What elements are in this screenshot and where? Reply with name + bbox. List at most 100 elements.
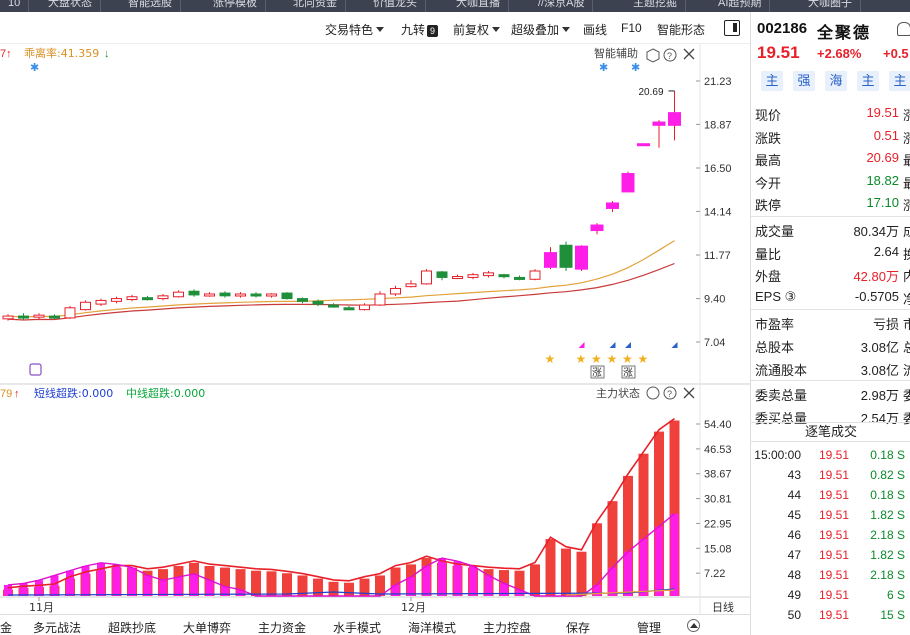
period-label: 日线	[712, 600, 734, 614]
volume-bar	[235, 569, 246, 596]
quote-row: 今开 18.82最	[751, 170, 910, 192]
indicator-tab[interactable]: 保存	[566, 621, 591, 635]
overlay-menu[interactable]: 超级叠加	[511, 21, 571, 38]
y-tick-label: 16.50	[704, 163, 732, 175]
jiuzhuan-toggle[interactable]: 九转 9	[401, 21, 439, 38]
indicator-tab[interactable]: 管理	[637, 621, 662, 635]
panel-toggle-icon[interactable]	[724, 20, 740, 36]
quote-value: 3.08亿	[860, 362, 899, 378]
quote-value: 20.69	[866, 150, 899, 166]
top-tab[interactable]: 北向资金	[285, 0, 346, 12]
indicator-tab[interactable]: 主力控盘	[483, 621, 532, 635]
indicator-tab[interactable]: 主力资金	[258, 621, 307, 635]
top-tab[interactable]: 大咖直播	[448, 0, 509, 12]
tick-time: 15:00:00	[754, 448, 801, 462]
top-tab[interactable]: 大咖圈子	[800, 0, 861, 12]
kline-chart[interactable]: 21.23 18.87 16.50 14.14 11.77 9.40 7.04 54.40 46…	[0, 44, 750, 614]
candle-body	[64, 307, 76, 319]
candle-body	[390, 287, 401, 295]
change-percent: +2.68%	[817, 46, 862, 61]
signal-flag-icon	[625, 342, 631, 348]
draw-line-button[interactable]: 画线	[583, 23, 608, 37]
quote-row: 成交量 80.34万成	[751, 218, 910, 240]
alert-bell-icon[interactable]	[897, 22, 910, 36]
top-tab[interactable]: 主题挖掘	[625, 0, 686, 12]
snowflake-icon: ✱	[599, 62, 608, 74]
high-price-label: 20.69	[639, 87, 664, 98]
signal-flag-icon	[609, 342, 616, 348]
candle-body	[235, 293, 246, 297]
candle-body	[668, 112, 681, 126]
volume-tick-label: 46.53	[704, 444, 732, 456]
adjust-price-menu[interactable]: 前复权	[453, 21, 501, 38]
x-tick-label: 11月	[29, 601, 54, 614]
volume-tick-label: 7.22	[704, 568, 725, 580]
f10-button[interactable]: F10	[621, 21, 642, 35]
indicator-tab[interactable]: 大单博弈	[183, 621, 232, 635]
smart-pattern-button[interactable]: 智能形态	[657, 23, 706, 37]
indicator-tab-bar: 金 多元战法 超跌抄底 大单博弈 主力资金 水手模式 海洋模式 主力控盘 保存 管理	[0, 614, 750, 635]
quote-extra-label: 净	[903, 289, 910, 308]
tick-time: 48	[787, 568, 801, 582]
volume-bar	[251, 570, 261, 596]
quote-row: 现价 19.51 涨	[751, 102, 910, 124]
indicator-tab[interactable]: 超跌抄底	[108, 621, 157, 635]
top-tab[interactable]: 大盘状态	[40, 0, 101, 12]
candle-body	[575, 245, 588, 270]
x-tick-label: 12月	[401, 601, 426, 614]
quote-value: 3.08亿	[860, 340, 899, 355]
quote-extra-label: 流	[903, 360, 910, 379]
main-force-bar	[453, 561, 462, 596]
trading-feature-menu[interactable]: 交易特色	[325, 21, 385, 38]
top-tab[interactable]: 10	[0, 0, 30, 12]
stock-tag[interactable]: 海	[825, 71, 847, 91]
short-oversold-label: 短线超跌:0.000	[34, 386, 113, 400]
quote-extra-label: 涨	[903, 105, 910, 124]
stock-name: 全聚德	[817, 25, 872, 42]
indicator-tab[interactable]: 水手模式	[333, 621, 382, 635]
help-glyph: ?	[667, 51, 672, 61]
main-force-bar	[143, 575, 152, 596]
main-force-bar	[4, 584, 12, 596]
chevron-up-icon[interactable]	[687, 619, 700, 632]
main-force-bar	[469, 565, 477, 596]
stock-tag[interactable]: 主	[889, 71, 910, 91]
main-force-bar	[624, 551, 632, 596]
signal-flag-icon	[671, 342, 678, 348]
tick-price: 19.51	[819, 548, 850, 562]
top-tab[interactable]: AI超预期	[710, 0, 771, 12]
indicator-tab[interactable]: 海洋模式	[408, 621, 457, 635]
quote-value: 2.98万	[860, 388, 899, 404]
tick-price: 19.51	[819, 528, 850, 542]
tick-volume: 0.18 S	[870, 448, 905, 462]
stock-tag[interactable]: 强	[793, 71, 815, 91]
quote-label: 现价	[755, 108, 782, 123]
quote-value: 42.80万	[853, 269, 899, 285]
volume-bar	[623, 475, 633, 596]
event-marker-icon	[29, 363, 42, 376]
star-icon: ★	[545, 352, 556, 366]
volume-tick-label: 38.67	[704, 469, 732, 481]
indicator-tab[interactable]: 多元战法	[33, 621, 82, 635]
y-tick-label: 11.77	[704, 250, 731, 262]
snowflake-icon: ✱	[30, 62, 39, 74]
star-icon: ★	[607, 352, 618, 366]
quote-value: 0.51	[873, 127, 899, 143]
top-tab[interactable]: 价值龙头	[365, 0, 426, 12]
volume-tick-label: 30.81	[704, 494, 732, 506]
candle-body	[621, 173, 635, 193]
main-force-bar	[128, 567, 136, 596]
top-tab[interactable]: 涨停模板	[205, 0, 266, 12]
top-tab[interactable]: 智能选股	[120, 0, 181, 12]
top-tab[interactable]: //深京A股	[530, 0, 594, 12]
tick-volume: 15 S	[880, 608, 905, 622]
indicator-tab[interactable]: 金	[0, 621, 13, 635]
main-force-bar	[35, 580, 43, 596]
stock-tag[interactable]: 主	[761, 71, 783, 91]
candle-body	[405, 283, 417, 288]
stock-tag[interactable]: 主	[857, 71, 879, 91]
volume-bar	[375, 575, 385, 596]
quote-label: 市盈率	[755, 317, 795, 333]
